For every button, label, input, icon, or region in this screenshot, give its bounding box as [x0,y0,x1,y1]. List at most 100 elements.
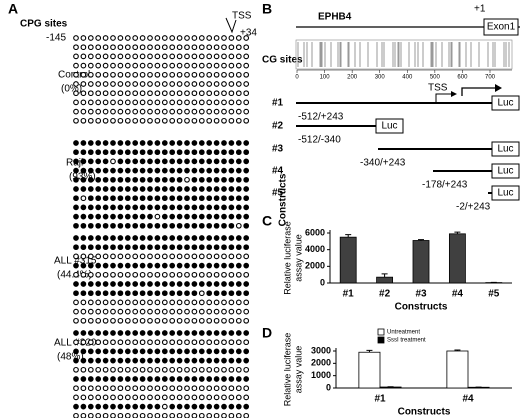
methylated-cpg [206,262,213,269]
unmethylated-cpg [117,394,124,401]
unmethylated-cpg [235,35,242,41]
unmethylated-cpg [117,308,124,315]
methylated-cpg [154,204,161,211]
unmethylated-cpg [132,81,139,87]
unmethylated-cpg [228,71,235,78]
methylated-cpg [102,186,109,192]
unmethylated-cpg [221,62,227,69]
methylated-cpg [169,222,176,229]
methylated-cpg [132,158,139,165]
unmethylated-cpg [147,108,153,115]
unmethylated-cpg [221,99,227,106]
methylated-cpg [95,262,102,269]
methylated-cpg [95,213,102,220]
methylated-cpg [147,158,153,165]
methylated-cpg [228,158,235,165]
methylated-cpg [198,176,205,183]
construct-range: -512/-340 [298,135,341,146]
unmethylated-cpg [80,71,87,78]
methylated-cpg [176,140,183,146]
unmethylated-cpg [139,53,146,60]
unmethylated-cpg [80,412,87,418]
unmethylated-cpg [110,99,116,106]
unmethylated-cpg [235,90,242,97]
methylated-cpg [184,376,190,382]
unmethylated-cpg [206,90,213,97]
methylated-cpg [206,195,213,202]
methylated-cpg [221,158,227,165]
methylated-cpg [95,176,102,183]
tss-arrowhead [451,91,457,97]
unmethylated-cpg [176,271,183,278]
methylated-cpg [102,140,109,146]
unmethylated-cpg [139,81,146,87]
methylated-cpg [169,281,176,287]
y-axis-label: assay value [293,234,303,282]
unmethylated-cpg [206,317,213,324]
methylated-cpg [243,244,250,251]
methylated-cpg [213,167,220,174]
methylated-cpg [176,149,183,156]
tss-arrow [461,87,495,96]
methylated-cpg [117,290,124,297]
unmethylated-cpg [206,62,213,69]
methylated-cpg [87,195,94,202]
methylated-cpg [117,235,124,241]
cg-title: CG sites [262,55,303,66]
unmethylated-cpg [243,71,250,78]
unmethylated-cpg [161,403,168,410]
unmethylated-cpg [95,62,102,69]
methylated-cpg [132,262,139,269]
unmethylated-cpg [147,117,153,124]
unmethylated-cpg [198,44,205,51]
methylated-cpg [221,244,227,251]
methylated-cpg [124,222,131,229]
constructs-title: Constructs [278,173,289,226]
unmethylated-cpg [139,339,146,346]
methylated-cpg [73,281,79,287]
unmethylated-cpg [243,117,250,124]
unmethylated-cpg [235,53,242,60]
unmethylated-cpg [184,299,190,306]
unmethylated-cpg [87,253,94,260]
methylated-cpg [243,186,250,192]
unmethylated-cpg [198,290,205,297]
methylated-cpg [228,262,235,269]
error-bar [345,234,352,238]
unmethylated-cpg [176,317,183,324]
x-tick-label: #3 [415,289,427,300]
unmethylated-cpg [117,339,124,346]
x-tick-label: #4 [462,394,474,405]
unmethylated-cpg [184,317,190,324]
unmethylated-cpg [184,44,190,51]
methylated-cpg [95,376,102,382]
unmethylated-cpg [95,394,102,401]
methylated-cpg [80,244,87,251]
unmethylated-cpg [228,108,235,115]
methylated-cpg [117,330,124,336]
unmethylated-cpg [110,35,116,41]
unmethylated-cpg [161,81,168,87]
methylated-cpg [147,357,153,364]
methylated-cpg [184,290,190,297]
x-tick-label: #4 [452,289,464,300]
methylated-cpg [191,176,198,183]
methylated-cpg [95,235,102,241]
x-axis-label: Constructs [398,407,451,418]
methylated-cpg [87,140,94,146]
methylated-cpg [117,186,124,192]
unmethylated-cpg [243,81,250,87]
methylated-cpg [235,244,242,251]
methylated-cpg [132,149,139,156]
methylated-cpg [117,222,124,229]
methylated-cpg [176,403,183,410]
methylated-cpg [147,186,153,192]
unmethylated-cpg [110,394,116,401]
unmethylated-cpg [206,299,213,306]
methylated-cpg [243,222,250,229]
unmethylated-cpg [73,308,79,315]
methylated-cpg [80,213,87,220]
methylated-cpg [117,167,124,174]
unmethylated-cpg [213,385,220,392]
methylated-cpg [132,330,139,336]
